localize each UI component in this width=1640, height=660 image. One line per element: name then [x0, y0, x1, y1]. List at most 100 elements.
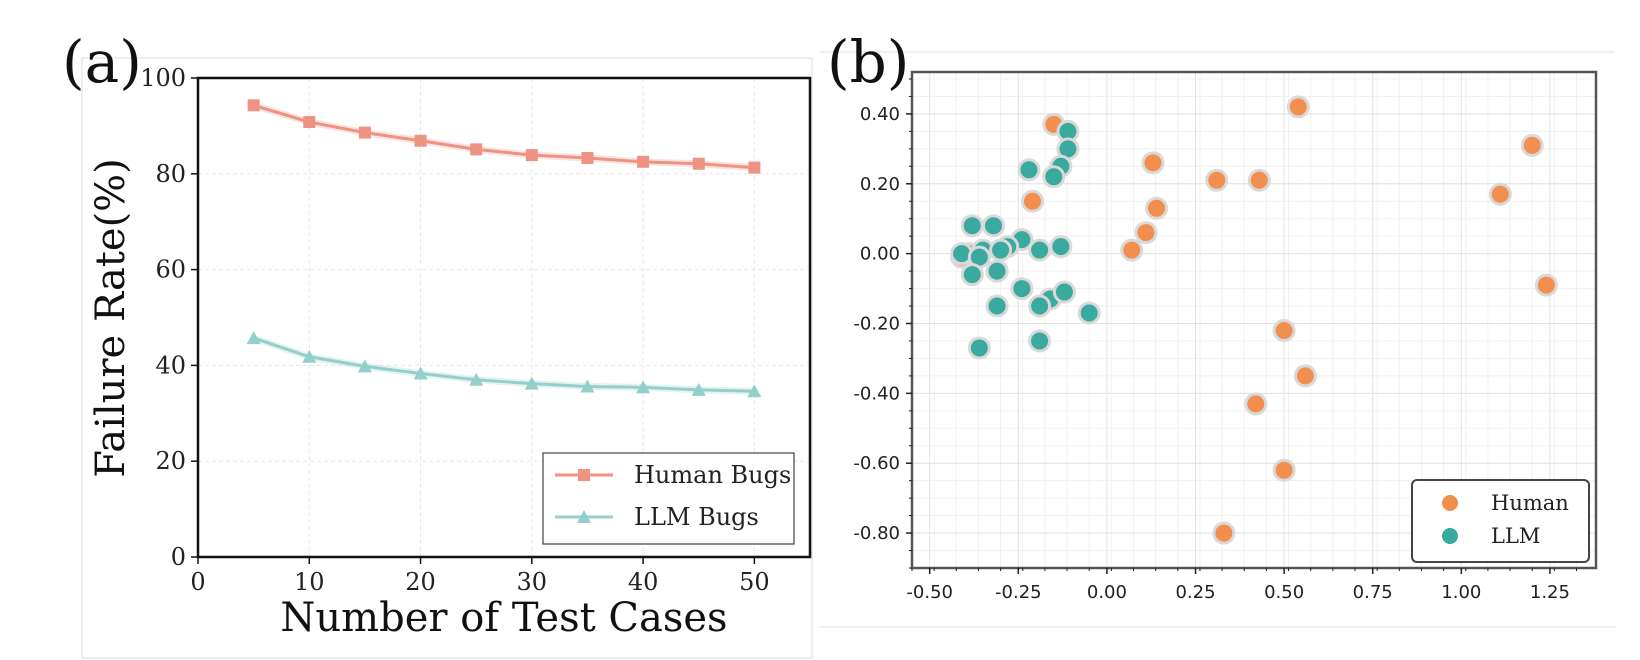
point-human	[1134, 221, 1158, 245]
legend-human-bugs-label: Human Bugs	[634, 461, 791, 489]
panel-b-legend: Human LLM	[1411, 479, 1590, 563]
panel-a-frame	[81, 57, 813, 659]
point-human	[1272, 318, 1296, 342]
panel-a-xtick-label: 40	[628, 568, 659, 596]
series-human-bugs-point	[470, 143, 483, 156]
series-human-bugs-point	[525, 149, 538, 162]
panel-b-xtick-label: 0.75	[1353, 582, 1393, 603]
point-human	[1286, 95, 1310, 119]
point-llm	[1010, 277, 1034, 301]
series-llm-bugs-point	[636, 380, 651, 394]
panel-b-plot-frame	[910, 70, 1598, 570]
panel-a-ytick-label: 60	[155, 256, 186, 284]
series-human-bugs-band	[252, 101, 755, 172]
series-llm-bugs-point	[413, 366, 428, 380]
series-human-bugs-point	[748, 161, 761, 174]
panel-a-plot-frame	[196, 76, 812, 559]
panel-b-ticks: 0.40 0.20 0.00 -0.20 -0.40 -0.60 -0.80 -0.50 -0.…	[853, 78, 1578, 603]
series-human-bugs-point	[414, 134, 427, 147]
point-llm	[1049, 235, 1073, 259]
point-llm	[1028, 294, 1052, 318]
panel-a-ytick-label: 0	[171, 543, 186, 571]
panel-a-series	[246, 99, 762, 398]
panel-a-xtick-label: 20	[405, 568, 436, 596]
series-human-bugs-point	[581, 151, 594, 164]
series-llm-bugs-point	[246, 331, 261, 345]
point-human	[1205, 168, 1229, 192]
series-human-bugs-point	[692, 157, 705, 170]
point-llm	[1028, 329, 1052, 353]
point-human	[1520, 133, 1544, 157]
series-llm-bugs-point	[524, 376, 539, 390]
panel-a-ytick-label: 20	[155, 447, 186, 475]
panel-a-xtick-label: 10	[294, 568, 325, 596]
series-human-bugs-point	[247, 99, 260, 112]
legend-human-marker	[1442, 495, 1458, 511]
point-human	[1020, 189, 1044, 213]
point-llm	[1028, 238, 1052, 262]
point-llm	[967, 336, 991, 360]
point-human	[1120, 238, 1144, 262]
point-llm	[960, 263, 984, 287]
panel-a-ytick-label: 40	[155, 351, 186, 379]
series-llm-bugs-point	[580, 379, 595, 393]
series-llm-bugs-line	[253, 336, 755, 393]
panel-a-ytick-label: 100	[140, 64, 186, 92]
panel-a-xtick-label: 0	[190, 568, 205, 596]
panel-b-xtick-label: 0.25	[1175, 582, 1215, 603]
panel-b-ytick-label: -0.60	[853, 453, 900, 474]
series-llm-bugs-point	[469, 372, 484, 386]
panel-b-ytick-label: -0.20	[853, 313, 900, 334]
point-llm	[1077, 301, 1101, 325]
panel-b-xtick-label: 0.00	[1087, 582, 1127, 603]
point-llm	[982, 214, 1006, 238]
legend-human-bugs-marker	[578, 469, 590, 481]
legend-llm-marker	[1442, 528, 1458, 544]
series-human-bugs-line	[253, 103, 755, 170]
panel-b-ytick-label: 0.40	[860, 104, 900, 125]
panel-a-xlabel: Number of Test Cases	[280, 595, 727, 641]
point-llm	[1042, 165, 1066, 189]
legend-human-label: Human	[1491, 491, 1569, 515]
series-human-bugs-point	[637, 155, 650, 168]
series-llm-bugs-point	[357, 359, 372, 373]
point-human	[1212, 521, 1236, 545]
panel-a-ylabel: Failure Rate(%)	[88, 158, 134, 478]
panel-b-xtick-label: -0.25	[995, 582, 1042, 603]
point-human	[1293, 364, 1317, 388]
series-human-bugs-point	[303, 116, 316, 129]
point-llm	[985, 259, 1009, 283]
panel-b-xtick-label: -0.50	[906, 582, 953, 603]
series-llm-bugs-point	[747, 384, 762, 398]
panel-b: (b) 0.40 0.20 0.00 -0.20 -0.40 -0.60 -0.80 -0.5…	[820, 28, 1615, 628]
point-llm	[985, 294, 1009, 318]
panel-b-ytick-label: 0.20	[860, 174, 900, 195]
point-llm	[960, 214, 984, 238]
panel-b-points	[950, 95, 1558, 545]
panel-a-xtick-label: 30	[517, 568, 548, 596]
panel-b-xtick-label: 1.25	[1530, 582, 1570, 603]
panel-a-grid	[198, 78, 810, 557]
panel-a: (a) 0 20 40 60 80 100 0 10 20 30 40 50 Number of Te…	[62, 28, 813, 659]
panel-a-legend-box	[542, 452, 795, 545]
point-human	[1141, 151, 1165, 175]
panel-b-ytick-label: -0.40	[853, 383, 900, 404]
series-llm-bugs-point	[302, 349, 317, 363]
point-human	[1145, 196, 1169, 220]
panel-a-xtick-label: 50	[739, 568, 770, 596]
panel-a-label: (a)	[62, 28, 142, 96]
panel-b-ytick-label: -0.80	[853, 523, 900, 544]
panel-b-xtick-label: 0.50	[1264, 582, 1304, 603]
point-llm	[989, 238, 1013, 262]
legend-llm-bugs-marker	[577, 510, 591, 523]
point-llm	[1017, 158, 1041, 182]
panel-a-legend: Human Bugs LLM Bugs	[542, 452, 795, 545]
legend-llm-label: LLM	[1491, 524, 1540, 548]
panel-b-ytick-label: 0.00	[860, 244, 900, 265]
point-human	[1272, 458, 1296, 482]
panel-b-label: (b)	[827, 28, 909, 96]
panel-a-ticks: 0 20 40 60 80 100 0 10 20 30 40 50	[140, 64, 769, 596]
panel-b-xtick-label: 1.00	[1441, 582, 1481, 603]
series-llm-bugs-point	[691, 382, 706, 396]
